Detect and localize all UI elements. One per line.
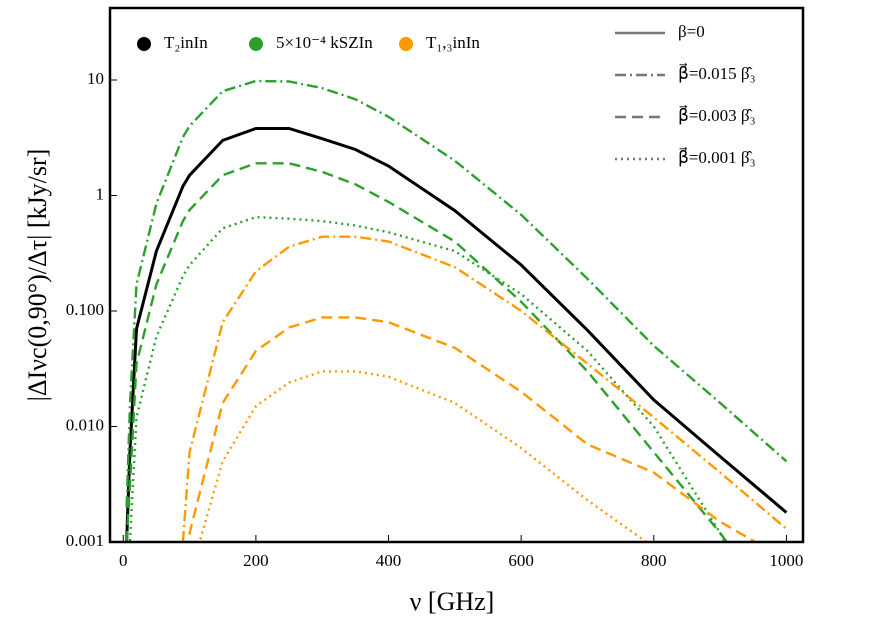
- legend-label: β=0: [678, 22, 705, 41]
- legend-label: T₂inIn: [164, 33, 208, 52]
- x-tick-label: 600: [508, 551, 534, 570]
- line: [125, 79, 788, 508]
- y-tick-label: 0.010: [66, 415, 104, 434]
- legend-label: β⃗=0.001 β̂₃: [678, 147, 756, 167]
- line: [187, 316, 758, 542]
- legend-label: T₁,₃inIn: [426, 33, 480, 52]
- legend-label: 5×10⁻⁴ kSZIn: [276, 33, 373, 52]
- y-axis-label: |ΔIνc(0,90°)/Δτ| [kJy/sr]: [23, 149, 52, 402]
- line: [125, 127, 788, 542]
- y-tick-label: 0.001: [66, 531, 104, 550]
- y-tick-label: 1: [96, 184, 105, 203]
- x-tick-label: 1000: [769, 551, 803, 570]
- x-axis-label: ν [GHz]: [410, 587, 495, 616]
- legend-marker: [399, 37, 413, 51]
- line: [181, 235, 788, 542]
- x-tick-label: 200: [243, 551, 269, 570]
- legend-marker: [137, 37, 151, 51]
- x-tick-label: 400: [376, 551, 402, 570]
- legend-label: β⃗=0.003 β̂₃: [678, 105, 756, 125]
- y-tick-label: 0.100: [66, 300, 104, 319]
- line: [198, 370, 649, 542]
- line: [125, 162, 729, 542]
- plot-frame: [108, 6, 805, 544]
- line: [128, 215, 727, 542]
- x-tick-label: 800: [641, 551, 667, 570]
- legend-label: β⃗=0.015 β̂₃: [678, 63, 756, 83]
- y-tick-label: 10: [87, 69, 104, 88]
- plot-lines: [125, 79, 788, 542]
- x-tick-label: 0: [119, 551, 128, 570]
- legend-marker: [249, 37, 263, 51]
